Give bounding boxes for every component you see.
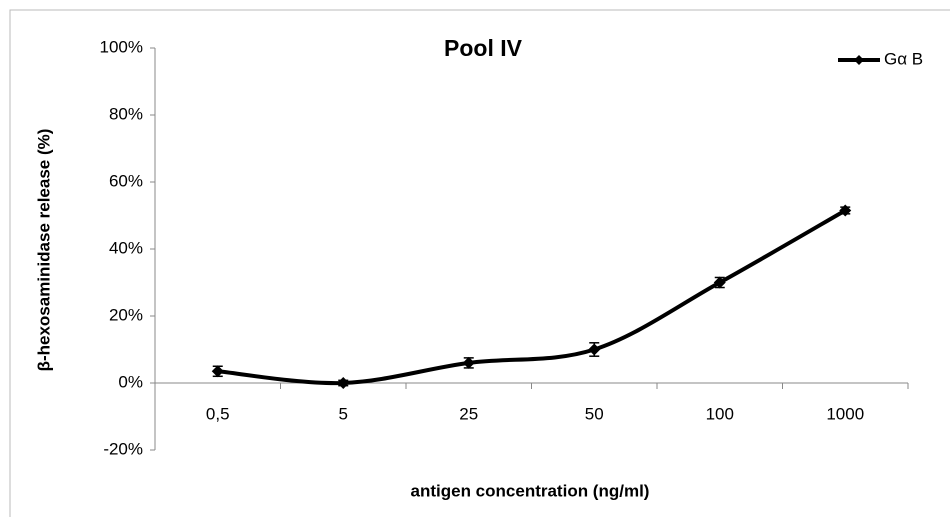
y-tick-label: 80% [109, 104, 143, 123]
x-tick-label: 50 [585, 404, 604, 423]
point-marker [462, 356, 475, 369]
y-tick-label: 20% [109, 305, 143, 324]
x-tick-label: 5 [339, 404, 348, 423]
chart-title: Pool IV [444, 35, 523, 61]
x-tick-label: 0,5 [206, 404, 230, 423]
point-marker [713, 276, 726, 289]
x-tick-label: 1000 [826, 404, 864, 423]
x-axis-label: antigen concentration (ng/ml) [411, 481, 650, 500]
series-line [217, 208, 847, 386]
chart-frame [9, 9, 950, 517]
legend-marker [854, 55, 864, 65]
legend-label: Gα B [884, 49, 923, 68]
point-marker [337, 377, 350, 389]
y-tick-label: 40% [109, 238, 143, 257]
x-tick-label: 25 [459, 404, 478, 423]
y-axis-label: β-hexosaminidase release (%) [34, 129, 53, 372]
x-tick-label: 100 [706, 404, 734, 423]
y-tick-label: 100% [100, 37, 143, 56]
y-tick-label: 0% [118, 372, 143, 391]
point-marker [588, 343, 601, 356]
y-tick-label: 60% [109, 171, 143, 190]
point-marker [839, 204, 852, 217]
y-tick-label: -20% [103, 439, 143, 458]
point-marker [211, 365, 224, 378]
